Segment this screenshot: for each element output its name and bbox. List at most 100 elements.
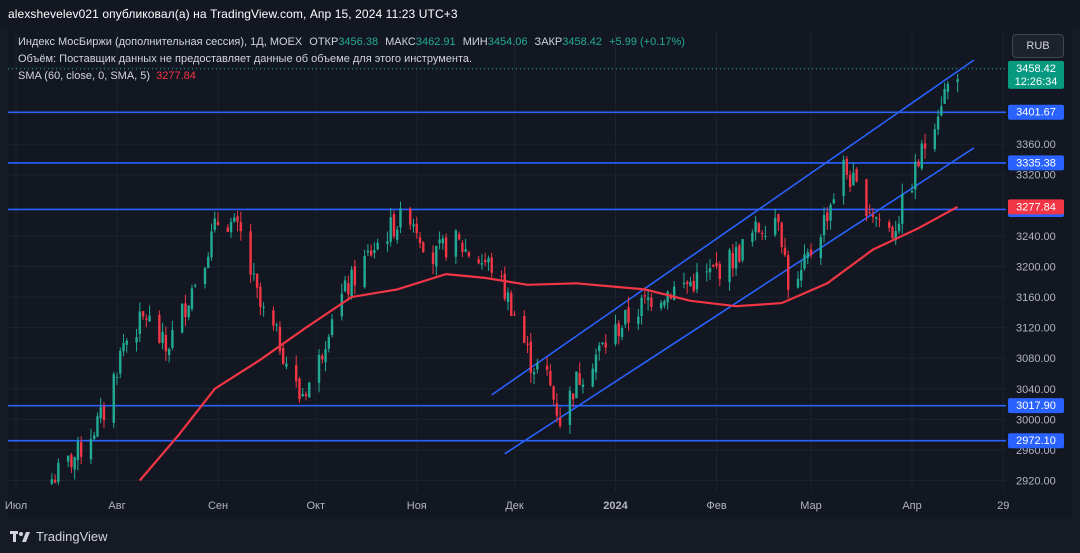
candle xyxy=(594,348,598,380)
candle xyxy=(640,294,643,325)
candle xyxy=(705,263,708,282)
low-value: 3454.06 xyxy=(487,36,528,48)
candle-body xyxy=(650,297,653,308)
y-tick-label: 3320.00 xyxy=(1016,170,1056,182)
candle-body xyxy=(89,439,93,460)
candle-body xyxy=(278,326,282,352)
candle-body xyxy=(418,237,422,244)
candle xyxy=(216,212,220,226)
candle-body xyxy=(180,303,184,333)
instrument-name: Индекс МосБиржи (дополнительная сессия),… xyxy=(18,36,303,48)
candle xyxy=(57,458,60,485)
candle xyxy=(229,217,233,239)
candle-body xyxy=(526,343,529,346)
candle-body xyxy=(715,262,718,267)
candle-body xyxy=(115,377,119,379)
candle-body xyxy=(819,237,822,259)
candle-body xyxy=(787,255,790,290)
candle-body xyxy=(138,311,142,334)
candle xyxy=(138,302,142,342)
y-tick-label: 3040.00 xyxy=(1016,384,1056,396)
candle-body xyxy=(353,266,357,286)
candle xyxy=(897,215,901,235)
candle-body xyxy=(933,129,937,150)
channel-lines xyxy=(491,59,975,455)
candle-body xyxy=(190,288,194,309)
candle xyxy=(568,386,572,434)
candle-body xyxy=(467,252,471,257)
candle xyxy=(422,241,425,253)
level-badge-bg xyxy=(1008,398,1064,414)
candle-body xyxy=(249,231,252,275)
candle xyxy=(796,271,800,289)
candle xyxy=(819,233,822,265)
candle-body xyxy=(568,390,572,425)
candle-body xyxy=(845,158,849,175)
candle-body xyxy=(366,250,370,253)
candle-body xyxy=(956,79,959,82)
level-badge-label: 3017.90 xyxy=(1016,400,1056,412)
candle-body xyxy=(239,221,243,232)
candle-body xyxy=(409,208,412,225)
x-tick-label: Сен xyxy=(208,500,228,512)
candle-body xyxy=(399,208,402,228)
chart-area[interactable] xyxy=(8,28,1072,518)
currency-button[interactable]: RUB xyxy=(1012,34,1064,58)
candle xyxy=(347,275,350,301)
candle-body xyxy=(874,217,878,219)
volume-note: Объём: Поставщик данных не предоставляет… xyxy=(18,53,473,65)
candle-body xyxy=(259,286,262,308)
candle-body xyxy=(135,337,138,343)
candle xyxy=(298,376,301,403)
candle xyxy=(874,216,878,227)
candle xyxy=(187,305,190,321)
candle-body xyxy=(751,232,754,243)
candle-body xyxy=(431,252,435,264)
legend-sma[interactable]: SMA (60, close, 0, SMA, 5) 3277.84 xyxy=(18,70,196,82)
candle-body xyxy=(255,273,259,288)
candle-body xyxy=(643,295,647,297)
x-tick-label: Авг xyxy=(108,500,125,512)
candle xyxy=(923,133,927,159)
candle-body xyxy=(203,267,207,285)
candle xyxy=(510,290,513,316)
x-tick-label: Мар xyxy=(800,500,822,512)
candle-body xyxy=(50,479,54,484)
candle xyxy=(457,231,461,241)
candle-body xyxy=(637,316,640,324)
candle-body xyxy=(897,223,901,232)
candle xyxy=(686,280,689,294)
candle xyxy=(171,320,174,351)
candle xyxy=(409,206,412,230)
candle xyxy=(483,252,487,267)
tradingview-logo-icon xyxy=(10,530,30,542)
candle xyxy=(70,452,73,473)
candle-body xyxy=(620,327,624,337)
candle xyxy=(330,314,334,338)
candle xyxy=(682,272,686,289)
candle xyxy=(692,273,695,294)
y-tick-label: 3080.00 xyxy=(1016,353,1056,365)
candle-body xyxy=(773,217,777,235)
candle xyxy=(76,436,80,471)
price-badges: 3401.673335.383274.513017.902972.103277.… xyxy=(1008,60,1064,449)
candle-body xyxy=(70,454,73,467)
candle-body xyxy=(386,241,389,244)
candle xyxy=(842,155,845,205)
candle xyxy=(343,275,347,293)
candle xyxy=(731,243,735,277)
candle xyxy=(571,393,575,408)
candle xyxy=(141,310,145,320)
candle-body xyxy=(809,249,813,256)
tradingview-logo[interactable]: TradingView xyxy=(10,529,108,544)
candle xyxy=(764,225,767,240)
candle-body xyxy=(102,406,106,421)
candle xyxy=(803,244,806,271)
candle xyxy=(158,310,161,344)
candle-body xyxy=(207,256,210,269)
candle-body xyxy=(480,262,484,265)
candle xyxy=(646,289,650,311)
candle-body xyxy=(340,293,344,317)
candle xyxy=(99,397,102,424)
